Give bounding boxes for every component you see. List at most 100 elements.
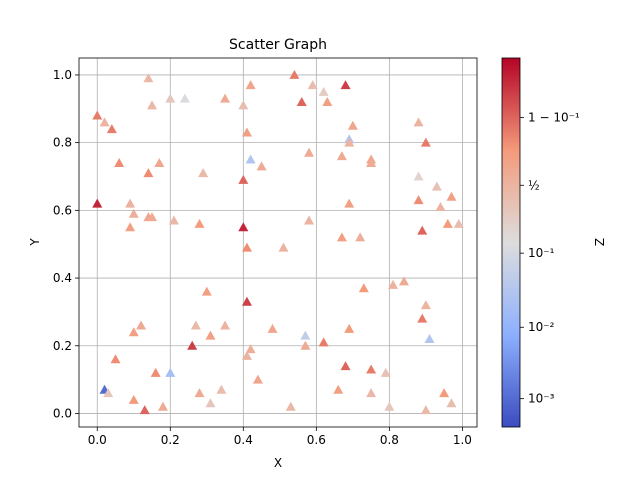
data-point — [417, 313, 428, 323]
data-point — [252, 374, 263, 384]
data-point — [333, 384, 344, 394]
data-point — [143, 73, 154, 83]
data-point — [92, 198, 103, 208]
colorbar-tick-label: ½ — [528, 178, 540, 192]
data-point — [336, 151, 347, 161]
data-point — [318, 337, 329, 347]
data-point — [238, 100, 249, 110]
data-point — [110, 354, 121, 364]
data-point — [388, 279, 399, 289]
data-point — [136, 320, 147, 330]
data-point — [296, 97, 307, 107]
data-point — [289, 69, 300, 79]
data-point — [103, 388, 114, 398]
data-point — [278, 242, 289, 252]
data-point — [366, 157, 377, 167]
colorbar — [501, 57, 521, 428]
data-point — [366, 388, 377, 398]
data-point — [154, 157, 165, 167]
y-tick-label: 0.8 — [53, 136, 72, 150]
data-point — [318, 86, 329, 96]
data-point — [344, 137, 355, 147]
data-point — [201, 286, 212, 296]
data-point — [168, 215, 179, 225]
data-point — [194, 388, 205, 398]
data-point — [198, 168, 209, 178]
y-tick-label: 0.4 — [53, 271, 72, 285]
data-point — [439, 388, 450, 398]
colorbar-label: Z — [593, 238, 607, 246]
data-point — [413, 195, 424, 205]
data-point — [435, 201, 446, 211]
chart-title: Scatter Graph — [229, 37, 327, 53]
data-point — [238, 222, 249, 232]
x-tick-label: 0.0 — [88, 433, 107, 447]
data-point — [307, 80, 318, 90]
data-point — [241, 242, 252, 252]
data-point — [453, 218, 464, 228]
y-tick-label: 0.2 — [53, 339, 72, 353]
x-tick-label: 1.0 — [453, 433, 472, 447]
data-point — [358, 283, 369, 293]
data-point — [114, 157, 125, 167]
data-point — [304, 215, 315, 225]
data-point — [366, 364, 377, 374]
data-point — [179, 93, 190, 103]
colorbar-tick-label: 10⁻² — [528, 320, 555, 334]
data-point — [106, 124, 117, 134]
data-point — [413, 171, 424, 181]
data-point — [147, 212, 158, 222]
data-point — [205, 330, 216, 340]
data-point — [285, 401, 296, 411]
data-point — [128, 394, 139, 404]
colorbar-tick-label: 10⁻¹ — [528, 246, 555, 260]
data-point — [300, 330, 311, 340]
data-point — [420, 300, 431, 310]
data-point — [380, 367, 391, 377]
data-point — [245, 344, 256, 354]
data-point — [125, 198, 136, 208]
data-point — [344, 323, 355, 333]
plot-area-frame — [78, 57, 478, 428]
data-point — [442, 218, 453, 228]
data-point — [267, 323, 278, 333]
data-point — [143, 168, 154, 178]
data-point — [336, 232, 347, 242]
data-point — [241, 350, 252, 360]
data-point — [304, 147, 315, 157]
data-point — [99, 117, 110, 127]
data-point — [205, 398, 216, 408]
data-point — [431, 181, 442, 191]
data-point — [128, 208, 139, 218]
data-point — [139, 405, 150, 415]
y-axis-ticks: 0.0 0.2 0.4 0.6 0.8 1.0 — [53, 68, 79, 420]
data-point — [420, 137, 431, 147]
data-point — [300, 340, 311, 350]
data-point — [424, 333, 435, 343]
colorbar-tick-label: 1 − 10⁻¹ — [528, 110, 580, 124]
y-tick-label: 0.6 — [53, 203, 72, 217]
data-point — [340, 361, 351, 371]
data-point — [245, 80, 256, 90]
x-tick-label: 0.4 — [234, 433, 253, 447]
data-point — [92, 110, 103, 120]
data-point — [384, 401, 395, 411]
data-point — [157, 401, 168, 411]
data-point — [216, 384, 227, 394]
data-point — [150, 367, 161, 377]
data-point — [420, 405, 431, 415]
data-point — [398, 276, 409, 286]
data-point — [125, 222, 136, 232]
y-axis-label: Y — [28, 238, 42, 247]
y-tick-label: 0.0 — [53, 406, 72, 420]
data-point — [446, 398, 457, 408]
x-axis-ticks: 0.0 0.2 0.4 0.6 0.8 1.0 — [88, 427, 472, 447]
data-point — [344, 198, 355, 208]
data-point — [128, 327, 139, 337]
x-tick-label: 0.6 — [307, 433, 326, 447]
data-point — [165, 93, 176, 103]
data-point — [190, 320, 201, 330]
data-point — [340, 80, 351, 90]
data-point — [413, 117, 424, 127]
